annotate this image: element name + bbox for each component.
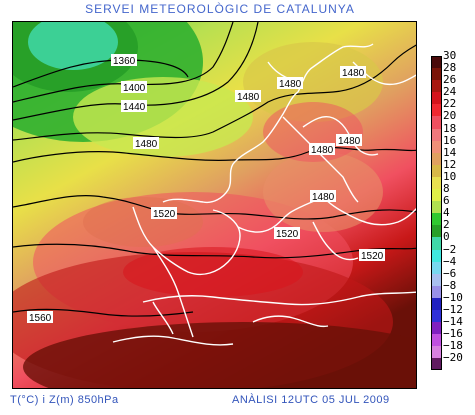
contour-label: 1480 (312, 192, 335, 203)
legend-label: 24 (443, 85, 457, 99)
legend-label: 10 (443, 169, 457, 183)
legend-label: 8 (443, 182, 450, 196)
legend-label: −14 (443, 315, 463, 329)
legend-swatch (431, 249, 442, 262)
legend-label: −8 (443, 278, 457, 292)
legend-label: 12 (443, 157, 457, 171)
legend-swatch (431, 92, 442, 105)
contour-label: 1560 (29, 313, 52, 324)
legend-label: 14 (443, 145, 457, 159)
legend-swatch (431, 309, 442, 323)
legend-swatch (431, 297, 442, 310)
legend-swatch (431, 322, 442, 335)
legend-swatch (431, 334, 442, 347)
contour-label: 1480 (311, 145, 334, 156)
legend-label: 20 (443, 109, 457, 123)
map-title: SERVEI METEOROLÒGIC DE CATALUNYA (85, 2, 355, 16)
legend-swatch (431, 116, 442, 129)
legend-swatch (431, 152, 442, 165)
legend-swatch (431, 80, 442, 93)
contour-label: 1520 (361, 251, 384, 262)
legend-label: 6 (443, 194, 450, 208)
legend-label: 28 (443, 61, 457, 75)
legend-label: 0 (443, 230, 450, 244)
legend-label: 22 (443, 97, 457, 111)
legend-swatch (431, 189, 442, 202)
legend-label: 26 (443, 73, 457, 87)
analysis-time-caption: ANÀLISI 12UTC 05 JUL 2009 (232, 394, 390, 406)
legend-label: −6 (443, 266, 457, 280)
legend-label: −10 (443, 290, 463, 304)
legend-label: 2 (443, 218, 450, 232)
legend-swatch (431, 56, 442, 69)
legend-swatch (431, 164, 442, 177)
contour-label: 1440 (123, 102, 146, 113)
legend-swatch (431, 104, 442, 117)
legend-swatch (431, 68, 442, 81)
contour-labels: 1360 1400 1440 1480 1480 1480 1480 1480 … (27, 54, 385, 324)
contour-label: 1480 (338, 136, 361, 147)
contour-label: 1520 (276, 229, 299, 240)
contour-label: 1480 (279, 79, 302, 90)
variable-caption: T(°C) i Z(m) 850hPa (10, 394, 119, 406)
legend-swatch (431, 128, 442, 141)
legend-swatch (431, 346, 442, 359)
legend-swatch (431, 201, 442, 214)
legend-label: −18 (443, 339, 463, 353)
legend-label: −12 (443, 302, 463, 316)
legend-swatch (431, 176, 442, 190)
legend-label: −4 (443, 254, 457, 268)
contour-label: 1480 (135, 139, 158, 150)
legend-label: −16 (443, 327, 463, 341)
legend-label: −2 (443, 242, 457, 256)
legend-label: −20 (443, 351, 463, 365)
legend-swatch (431, 237, 442, 250)
contour-label: 1400 (123, 83, 146, 94)
legend-swatch (431, 261, 442, 274)
legend-swatch (431, 358, 442, 371)
legend-swatch (431, 225, 442, 238)
contour-label: 1360 (113, 56, 136, 67)
weather-map: 1360 1400 1440 1480 1480 1480 1480 1480 … (12, 21, 417, 389)
legend-swatch (431, 140, 442, 153)
legend-label: 4 (443, 206, 450, 220)
legend-swatch (431, 273, 442, 286)
contour-label: 1480 (237, 92, 260, 103)
legend-label: 16 (443, 133, 457, 147)
legend-swatch (431, 285, 442, 298)
contour-label: 1520 (153, 209, 176, 220)
contour-label: 1480 (342, 68, 365, 79)
legend-label: 30 (443, 49, 457, 62)
legend-label: 18 (443, 121, 457, 135)
legend-swatch (431, 213, 442, 226)
